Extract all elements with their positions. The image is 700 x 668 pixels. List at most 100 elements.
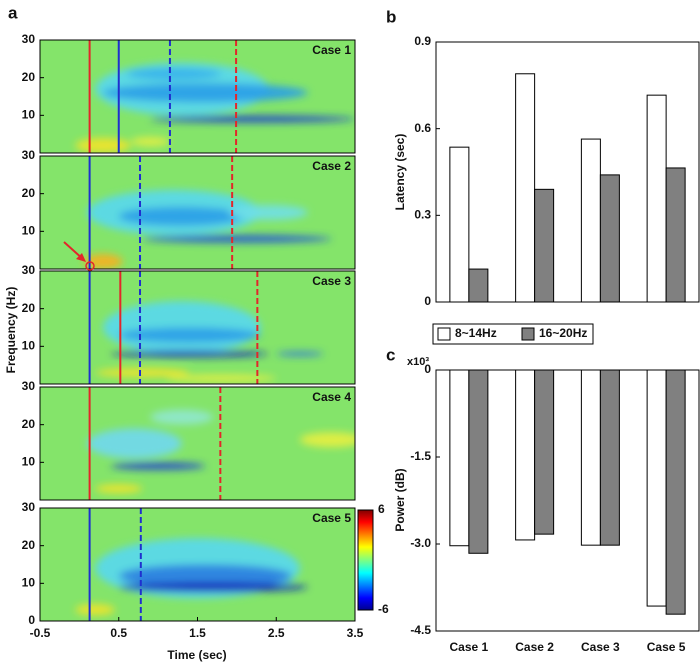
- bar: [665, 167, 686, 303]
- y-tick-label: 10: [22, 455, 36, 469]
- colorbar-tick-label: 6: [378, 502, 385, 516]
- spectrogram: [40, 40, 355, 153]
- panel-letter: c: [386, 345, 395, 364]
- axis-multiplier: x10³: [407, 356, 429, 368]
- y-axis-label: Latency (sec): [393, 134, 407, 211]
- bar: [665, 369, 686, 615]
- legend-label: 16~20Hz: [539, 326, 587, 340]
- spectrogram: [40, 156, 355, 269]
- colorbar: [357, 509, 374, 611]
- x-tick-label: Case 2: [515, 640, 554, 654]
- power-blob: [126, 68, 222, 80]
- y-tick-label: -3.0: [410, 536, 431, 550]
- power-blob: [95, 368, 190, 378]
- y-tick-label: 30: [22, 379, 36, 393]
- plot-frame: [435, 41, 700, 303]
- bar: [534, 369, 555, 535]
- power-blob: [110, 350, 269, 358]
- power-blob: [276, 351, 324, 357]
- bar: [580, 369, 601, 546]
- panel-frame: [39, 155, 356, 270]
- y-tick-label: 20: [22, 417, 36, 431]
- spectrogram: [40, 508, 355, 621]
- x-tick-label: 0.5: [110, 626, 127, 640]
- annotation-arrowhead: [76, 253, 86, 262]
- x-tick-label: Case 3: [581, 640, 620, 654]
- bar: [515, 369, 536, 541]
- bar: [646, 369, 667, 607]
- legend-box: [432, 323, 594, 345]
- spectrogram-blobs: [83, 189, 332, 269]
- bar: [646, 94, 667, 303]
- bar: [599, 369, 620, 546]
- panel-title: Case 2: [312, 159, 351, 173]
- y-tick-label: 10: [22, 108, 36, 122]
- bar: [449, 369, 470, 547]
- bar: [468, 369, 489, 554]
- power-blob: [229, 204, 308, 221]
- panel-title: Case 1: [312, 43, 351, 57]
- panel-title: Case 4: [312, 390, 351, 404]
- y-tick-label: 0: [424, 362, 431, 376]
- y-tick-label: 20: [22, 301, 36, 315]
- power-blob: [166, 374, 277, 383]
- onset-marker: [85, 261, 95, 271]
- bar: [468, 268, 489, 303]
- y-tick-label: 10: [22, 576, 36, 590]
- y-tick-label: 30: [22, 263, 36, 277]
- power-blob: [130, 137, 170, 147]
- bar: [449, 146, 470, 303]
- panel-letter: b: [386, 7, 396, 26]
- bar: [599, 174, 620, 303]
- x-tick-label: 2.5: [268, 626, 285, 640]
- y-axis-label: Frequency (Hz): [4, 287, 18, 374]
- colorbar-tick-label: -6: [378, 602, 389, 616]
- y-tick-label: 20: [22, 538, 36, 552]
- legend: 8~14Hz 16~20Hz: [432, 323, 594, 345]
- panel-title: Case 3: [312, 274, 351, 288]
- power-blob: [118, 564, 292, 588]
- bar: [515, 73, 536, 303]
- power-blob: [110, 462, 206, 470]
- bar: [534, 188, 555, 303]
- panel-frame: [39, 39, 356, 154]
- power-blob: [142, 235, 332, 243]
- x-tick-label: 3.5: [347, 626, 364, 640]
- power-blob: [118, 327, 261, 343]
- spectrogram-blobs: [95, 301, 324, 383]
- panel-letter: a: [8, 3, 18, 22]
- power-blob: [75, 604, 115, 616]
- power-blob: [83, 253, 123, 269]
- y-tick-label: 0: [424, 294, 431, 308]
- y-tick-label: -1.5: [410, 449, 431, 463]
- legend-swatch: [437, 327, 451, 341]
- x-axis-label: Time (sec): [167, 648, 226, 662]
- power-blob: [150, 409, 214, 425]
- x-tick-label: Case 5: [647, 640, 686, 654]
- y-tick-label: 30: [22, 32, 36, 46]
- y-axis-label: Power (dB): [393, 468, 407, 531]
- panel-title: Case 5: [312, 511, 351, 525]
- panel-frame: [39, 270, 356, 385]
- power-blob: [95, 484, 143, 494]
- power-blob: [87, 428, 182, 459]
- y-tick-label: 30: [22, 500, 36, 514]
- spectrogram-blobs: [87, 409, 355, 494]
- legend-swatch: [521, 327, 535, 341]
- y-tick-label: 0.9: [414, 34, 431, 48]
- y-tick-label: 20: [22, 186, 36, 200]
- power-blob: [75, 137, 131, 153]
- y-tick-label: 10: [22, 339, 36, 353]
- y-tick-label: 0.3: [414, 208, 431, 222]
- x-tick-label: 1.5: [189, 626, 206, 640]
- x-tick-label: Case 1: [450, 640, 489, 654]
- power-blob: [150, 115, 355, 123]
- spectrogram: [40, 387, 355, 500]
- spectrogram-blobs: [75, 538, 308, 616]
- y-tick-label: 0: [28, 613, 35, 627]
- y-tick-label: 30: [22, 148, 36, 162]
- legend-label: 8~14Hz: [455, 326, 497, 340]
- power-blob: [118, 206, 245, 226]
- y-tick-label: -4.5: [410, 623, 431, 637]
